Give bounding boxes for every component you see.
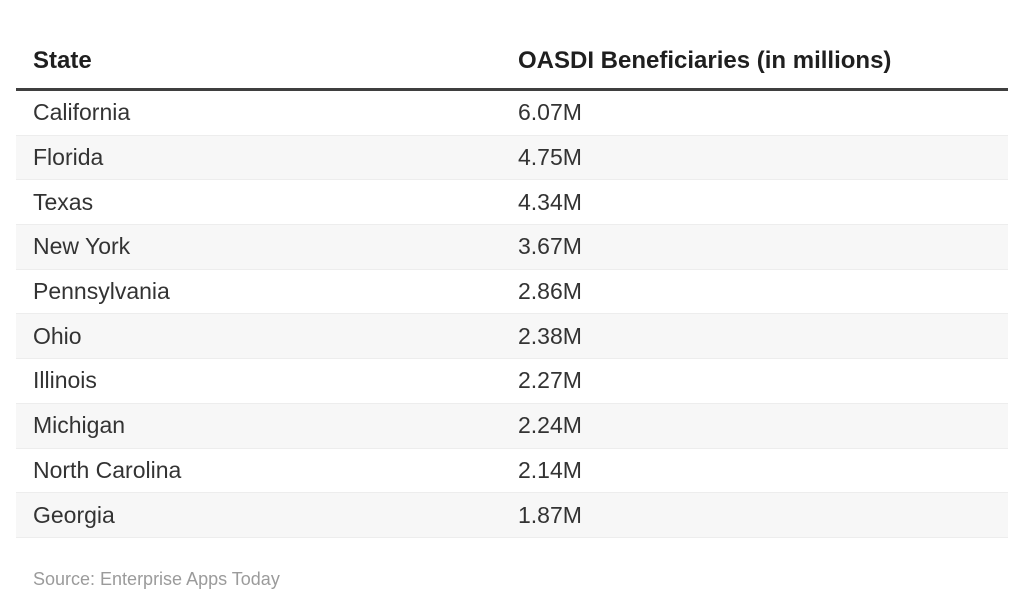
value-cell: 3.67M [518, 233, 582, 260]
state-cell: Texas [33, 188, 94, 215]
table-row: New York 3.67M [16, 225, 1008, 270]
table-row: Illinois 2.27M [16, 359, 1008, 404]
state-cell: Pennsylvania [33, 278, 170, 305]
value-cell: 6.07M [518, 99, 582, 126]
table-row: California 6.07M [16, 91, 1008, 136]
value-cell: 4.75M [518, 144, 582, 171]
state-cell: Illinois [33, 367, 97, 394]
data-table: State OASDI Beneficiaries (in millions) … [16, 33, 1008, 589]
value-cell: 2.24M [518, 412, 582, 439]
table-row: Michigan 2.24M [16, 403, 1008, 449]
table-row: Georgia 1.87M [16, 493, 1008, 538]
state-cell: Ohio [33, 322, 82, 349]
table-row: North Carolina 2.14M [16, 449, 1008, 494]
table-row: Texas 4.34M [16, 180, 1008, 226]
table-row: Ohio 2.38M [16, 314, 1008, 360]
state-cell: Florida [33, 144, 104, 171]
column-header-state: State [33, 46, 92, 74]
value-cell: 2.27M [518, 367, 582, 394]
state-cell: North Carolina [33, 456, 182, 483]
state-cell: California [33, 99, 131, 126]
value-cell: 2.14M [518, 456, 582, 483]
value-cell: 2.86M [518, 278, 582, 305]
value-cell: 2.38M [518, 322, 582, 349]
state-cell: New York [33, 233, 131, 260]
value-cell: 1.87M [518, 501, 582, 528]
column-header-beneficiaries: OASDI Beneficiaries (in millions) [518, 46, 892, 74]
table-header-row: State OASDI Beneficiaries (in millions) [16, 33, 1008, 91]
table-body: California 6.07M Florida 4.75M Texas 4.3… [16, 91, 1008, 538]
source-attribution: Source: Enterprise Apps Today [33, 568, 280, 589]
state-cell: Michigan [33, 412, 126, 439]
table-row: Florida 4.75M [16, 135, 1008, 181]
table-row: Pennsylvania 2.86M [16, 270, 1008, 315]
value-cell: 4.34M [518, 188, 582, 215]
state-cell: Georgia [33, 501, 115, 528]
